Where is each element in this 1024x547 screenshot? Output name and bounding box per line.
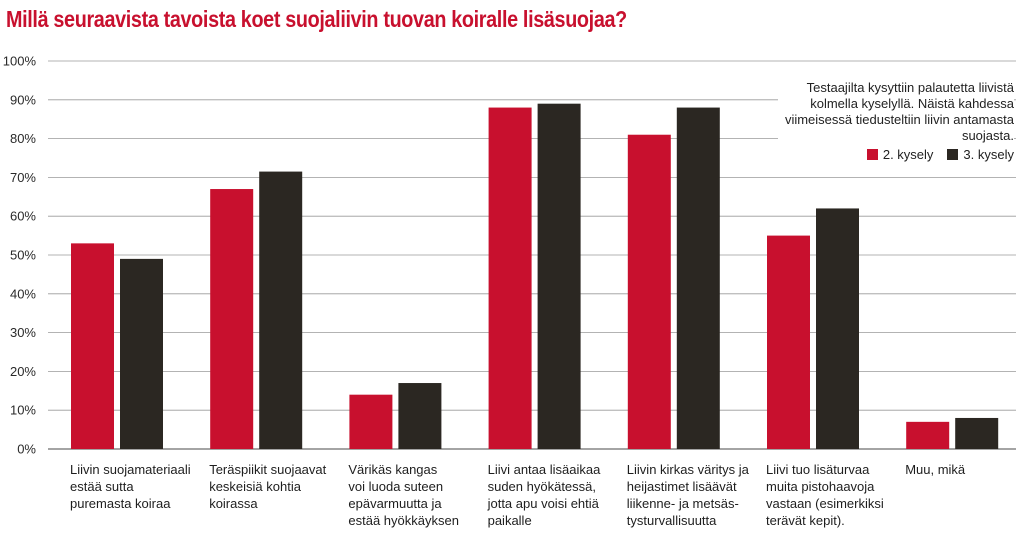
x-category-label-line: Teräspiikit suojaavat	[209, 462, 326, 477]
y-tick-label: 50%	[10, 248, 36, 263]
bar-series-2-cat-2	[259, 171, 303, 449]
x-category-label-line: koirassa	[209, 496, 258, 511]
y-tick-label: 20%	[10, 364, 36, 379]
x-category-label-line: vastaan (esimerkiksi	[766, 496, 884, 511]
y-tick-label: 60%	[10, 209, 36, 224]
legend-item-series-2: 3. kysely	[947, 147, 1014, 162]
legend: 2. kysely 3. kysely	[858, 147, 1014, 162]
x-category-label-line: jotta apu voisi ehtiä	[487, 496, 600, 511]
bar-series-1-cat-6	[767, 235, 810, 449]
x-category-label-line: Muu, mikä	[905, 462, 966, 477]
y-axis-ticks: 0% 10% 20% 30% 40% 50% 60% 70% 80% 90% 100%	[3, 54, 37, 457]
bar-series-1-cat-7	[906, 421, 950, 449]
x-category-label-line: puremasta koiraa	[70, 496, 171, 511]
bar-series-1-cat-3	[349, 394, 393, 449]
bar-series-2-cat-4	[537, 103, 581, 450]
x-category-label-line: muita pistohaavoja	[766, 479, 875, 494]
y-tick-label: 100%	[3, 54, 37, 69]
x-category-label-line: terävät kepit).	[766, 513, 845, 528]
x-category-label: Liivin kirkas väritys ja heijastimet lisä…	[627, 462, 750, 528]
x-category-label: Muu, mikä	[905, 462, 966, 477]
x-category-label-line: estää sutta	[70, 479, 134, 494]
bar-series-1-cat-2	[210, 189, 254, 450]
x-category-label-line: keskeisiä kohtia	[209, 479, 302, 494]
y-tick-label: 30%	[10, 325, 36, 340]
x-category-label-line: paikalle	[488, 513, 532, 528]
x-category-label-line: Värikäs kangas	[348, 462, 437, 477]
bar-series-2-cat-7	[955, 417, 999, 449]
legend-label-series-1: 2. kysely	[882, 147, 934, 162]
bar-series-1-cat-5	[627, 134, 671, 449]
y-tick-label: 90%	[10, 92, 36, 107]
x-category-label-line: Liivin suojamateriaali	[70, 462, 191, 477]
bar-series-2-cat-6	[816, 208, 859, 449]
x-category-label-line: heijastimet lisäävät	[627, 479, 737, 494]
x-category-label-line: estää hyökkäyksen	[348, 513, 459, 528]
legend-swatch-series-2	[947, 149, 959, 160]
chart-note: Testaajilta kysyttiin palautetta liivist…	[778, 80, 1014, 144]
y-tick-label: 0%	[17, 442, 36, 457]
x-category-label-line: epävarmuutta ja	[348, 496, 442, 511]
x-category-label-line: Liivi tuo lisäturvaa	[766, 462, 870, 477]
bar-series-2-cat-1	[120, 258, 163, 449]
bar-series-2-cat-3	[398, 383, 442, 449]
x-axis-category-labels: Liivin suojamateriaali estää sutta puremas…	[70, 462, 966, 528]
legend-label-series-2: 3. kysely	[963, 147, 1014, 162]
x-category-label: Värikäs kangas voi luoda suteen epävarmuut…	[348, 462, 459, 528]
bar-series-2-cat-5	[676, 107, 720, 449]
x-category-label-line: suden hyökätessä,	[488, 479, 596, 494]
y-tick-label: 80%	[10, 131, 36, 146]
bars	[71, 103, 999, 450]
x-category-label: Liivi tuo lisäturvaa muita pistohaavoja va…	[766, 462, 884, 528]
bar-series-1-cat-4	[488, 107, 532, 449]
x-category-label-line: voi luoda suteen	[348, 479, 443, 494]
y-tick-label: 70%	[10, 170, 36, 185]
x-category-label: Teräspiikit suojaavat keskeisiä kohtia koi…	[209, 462, 326, 511]
legend-item-series-1: 2. kysely	[866, 147, 934, 162]
x-category-label: Liivi antaa lisäaikaa suden hyökätessä, jo…	[487, 462, 602, 528]
y-tick-label: 10%	[10, 403, 36, 418]
x-category-label-line: Liivi antaa lisäaikaa	[488, 462, 602, 477]
chart-title: Millä seuraavista tavoista koet suojalii…	[6, 6, 627, 32]
x-category-label: Liivin suojamateriaali estää sutta puremas…	[70, 462, 191, 511]
x-category-label-line: liikenne- ja metsäs-	[627, 496, 739, 511]
x-category-label-line: tysturvallisuutta	[627, 513, 717, 528]
bar-series-1-cat-1	[71, 243, 114, 449]
legend-swatch-series-1	[866, 149, 878, 160]
x-category-label-line: Liivin kirkas väritys ja	[627, 462, 750, 477]
y-tick-label: 40%	[10, 286, 36, 301]
